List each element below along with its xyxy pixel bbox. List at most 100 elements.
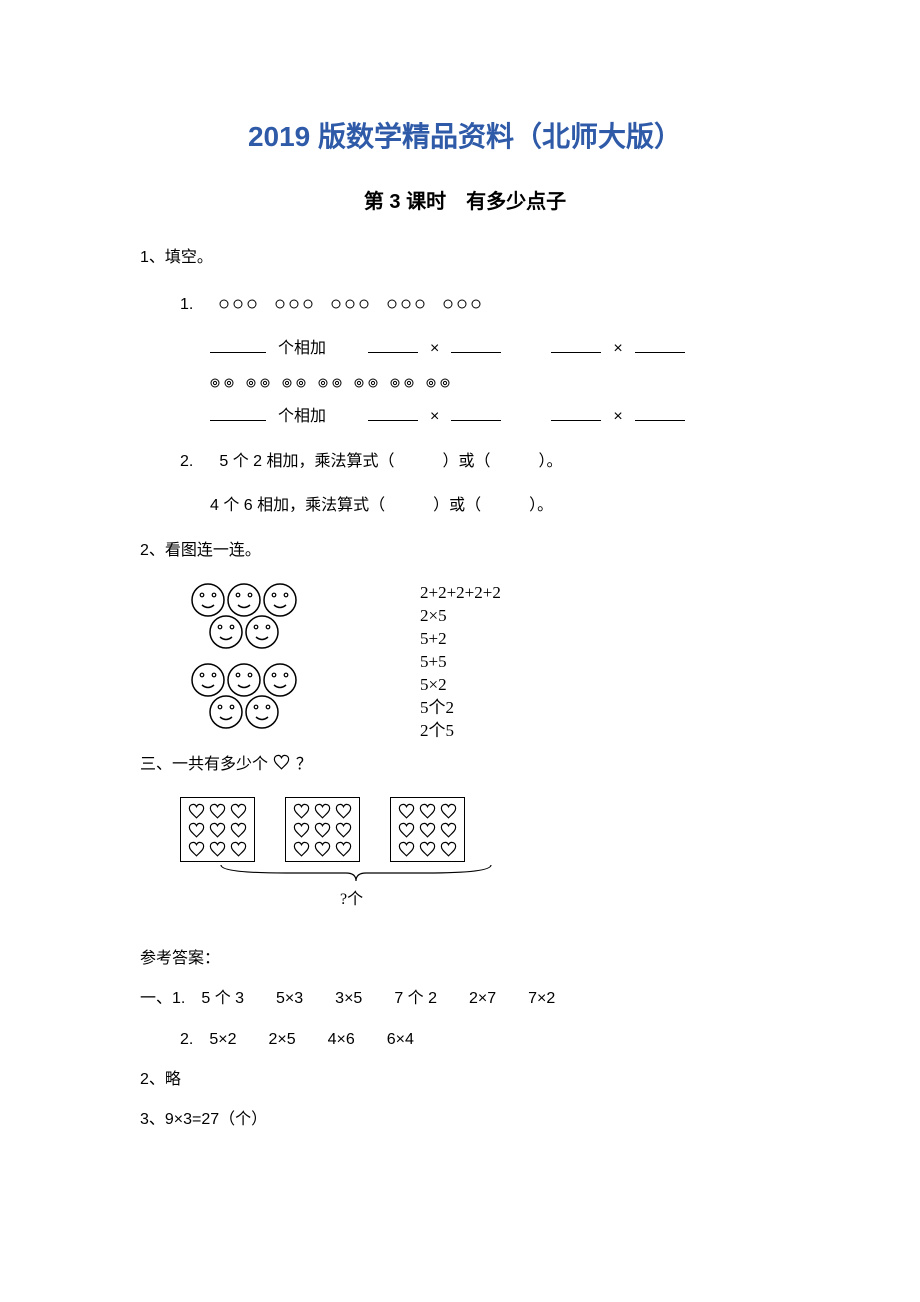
heart-icon	[292, 802, 311, 821]
answer-2: 2、略	[140, 1065, 790, 1095]
match-option: 2+2+2+2+2	[420, 582, 501, 605]
heart-icon	[229, 840, 248, 859]
heart-icon	[418, 840, 437, 859]
circle-icon	[345, 299, 355, 309]
match-option: 5+5	[420, 651, 501, 674]
blank	[635, 335, 685, 353]
heart-boxes-row: ?个	[180, 797, 790, 888]
blank	[635, 404, 685, 422]
circle-group	[387, 299, 425, 309]
section-2-heading: 2、看图连一连。	[140, 536, 790, 566]
heart-icon	[229, 821, 248, 840]
answer-3: 3、9×3=27（个）	[140, 1105, 790, 1135]
heart-box	[285, 797, 360, 862]
circle-pair-group	[318, 378, 342, 388]
heart-line	[187, 840, 248, 859]
section-1-heading: 1、填空。	[140, 243, 790, 273]
heart-icon	[397, 840, 416, 859]
double-circle-icon	[318, 378, 328, 388]
smiley-icon	[208, 694, 244, 730]
heart-icon	[397, 821, 416, 840]
heart-icon	[397, 802, 416, 821]
blank	[210, 404, 266, 422]
circles-row	[219, 299, 499, 309]
answers-block: 参考答案： 一、1. 5 个 3 5×3 3×5 7 个 2 2×7 7×2 2…	[140, 944, 790, 1136]
times-sign: ×	[613, 402, 622, 432]
smiley-icon	[208, 614, 244, 650]
q1-1-num: 1.	[180, 290, 193, 320]
circle-icon	[247, 299, 257, 309]
heart-icon	[439, 840, 458, 859]
match-option: 2×5	[420, 605, 501, 628]
match-option: 5+2	[420, 628, 501, 651]
circle-pair-group	[426, 378, 450, 388]
circle-icon	[401, 299, 411, 309]
double-circle-icon	[368, 378, 378, 388]
smiley-icon	[190, 662, 226, 698]
q1-1-fill-1: 个相加 × ×	[210, 334, 790, 364]
q1-2b: 4 个 6 相加，乘法算式（ ）或（ ）。	[210, 491, 790, 521]
smiley-icon	[226, 662, 262, 698]
times-sign: ×	[613, 334, 622, 364]
heart-icon	[334, 821, 353, 840]
q1-1-fill-2: 个相加 × ×	[210, 402, 790, 432]
double-circle-icon	[440, 378, 450, 388]
double-circle-icon	[260, 378, 270, 388]
heart-icon	[313, 802, 332, 821]
label: 个相加	[278, 402, 326, 432]
double-circle-icon	[282, 378, 292, 388]
heart-line	[187, 821, 248, 840]
heart-icon	[418, 802, 437, 821]
label: 个相加	[278, 334, 326, 364]
times-sign: ×	[430, 334, 439, 364]
section-3-prefix: 三、一共有多少个	[140, 756, 268, 773]
double-circle-icon	[426, 378, 436, 388]
match-option-list: 2+2+2+2+22×55+25+55×25个22个5	[420, 582, 501, 743]
circle-pair-group	[390, 378, 414, 388]
heart-line	[397, 821, 458, 840]
heart-box	[390, 797, 465, 862]
double-circle-icon	[210, 378, 220, 388]
main-title: 2019 版数学精品资料（北师大版）	[140, 110, 790, 163]
match-option: 5个2	[420, 697, 501, 720]
circle-icon	[457, 299, 467, 309]
circle-group	[443, 299, 481, 309]
heart-line	[292, 840, 353, 859]
q1-2b-text: 4 个 6 相加，乘法算式（ ）或（ ）。	[210, 491, 553, 521]
double-circle-icon	[246, 378, 256, 388]
match-option: 5×2	[420, 674, 501, 697]
q2-row: 2+2+2+2+22×55+25+55×25个22个5	[180, 582, 790, 743]
circle-icon	[415, 299, 425, 309]
smiley-icon	[262, 582, 298, 618]
circle-group	[331, 299, 369, 309]
q1-1: 1.	[180, 290, 790, 320]
circle-icon	[303, 299, 313, 309]
double-circle-icon	[390, 378, 400, 388]
heart-line	[292, 802, 353, 821]
curly-brace-icon	[216, 863, 496, 885]
heart-icon	[208, 802, 227, 821]
answer-1-1: 一、1. 5 个 3 5×3 3×5 7 个 2 2×7 7×2	[140, 984, 790, 1014]
circle-group	[275, 299, 313, 309]
double-circle-icon	[354, 378, 364, 388]
heart-icon	[187, 821, 206, 840]
sub-title: 第 3 课时 有多少点子	[140, 183, 790, 221]
circle-icon	[233, 299, 243, 309]
smiley-icon	[244, 694, 280, 730]
heart-icon	[313, 840, 332, 859]
smiley-column	[180, 582, 310, 732]
double-circle-icon	[404, 378, 414, 388]
heart-line	[397, 802, 458, 821]
heart-icon	[229, 802, 248, 821]
circle-icon	[471, 299, 481, 309]
circle-icon	[359, 299, 369, 309]
smiley-icon	[262, 662, 298, 698]
smiley-icon	[244, 614, 280, 650]
heart-line	[187, 802, 248, 821]
heart-icon	[292, 821, 311, 840]
blank	[551, 335, 601, 353]
brace-label: ?个	[340, 885, 363, 915]
circle-icon	[331, 299, 341, 309]
double-circles-row	[210, 378, 462, 388]
blank	[551, 404, 601, 422]
